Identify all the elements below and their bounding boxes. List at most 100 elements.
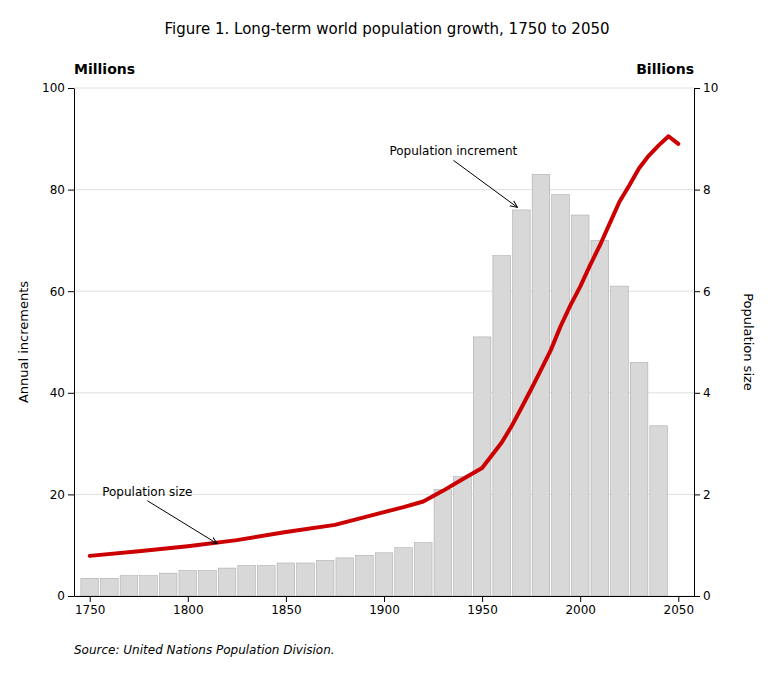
tick-label: 1750 <box>75 603 106 617</box>
tick-label: 80 <box>50 183 65 197</box>
bar <box>552 195 570 596</box>
plot-area: 1750180018501900195020002050020406080100… <box>42 81 718 616</box>
tick-mark <box>694 393 700 394</box>
bar <box>630 362 648 596</box>
bar <box>434 489 452 596</box>
tick: 8 <box>694 183 711 197</box>
tick-mark <box>482 596 483 602</box>
tick-label: 40 <box>50 386 65 400</box>
source: Source: United Nations Population Divisi… <box>74 643 335 657</box>
tick: 80 <box>50 183 74 197</box>
x-axis: 1750 1800 1850 1900 1950 2000 2050 <box>75 596 695 617</box>
bar <box>513 210 531 596</box>
bar <box>454 477 472 596</box>
title: Figure 1. Long-term world population gro… <box>164 20 609 38</box>
tick: 10 <box>694 81 718 95</box>
bar <box>493 256 511 596</box>
axis-line <box>74 89 75 597</box>
bar <box>199 571 217 596</box>
bar <box>140 576 158 596</box>
y-axis: 0 20 40 60 80 100 <box>42 81 74 603</box>
tick-mark <box>694 494 700 495</box>
tick: 60 <box>50 285 74 299</box>
tick: 1800 <box>173 596 204 617</box>
tick: 1900 <box>369 596 400 617</box>
tick: 0 <box>694 589 711 603</box>
tick-mark <box>68 88 74 89</box>
bar <box>414 543 432 596</box>
bar <box>356 555 374 596</box>
tick-mark <box>580 596 581 602</box>
bar <box>81 578 99 596</box>
tick-mark <box>694 291 700 292</box>
tick-label: 1950 <box>467 603 498 617</box>
tick: 2000 <box>565 596 596 617</box>
tick: 40 <box>50 386 74 400</box>
tick: 1950 <box>467 596 498 617</box>
bar <box>179 571 197 596</box>
tick: 2050 <box>664 596 695 617</box>
tick: 20 <box>50 488 74 502</box>
tick-mark <box>286 596 287 602</box>
tick-label: 2000 <box>565 603 596 617</box>
tick-mark <box>188 596 189 602</box>
marks <box>81 136 678 596</box>
tick: 0 <box>57 589 74 603</box>
tick-label: 1800 <box>173 603 204 617</box>
tick: 1850 <box>271 596 302 617</box>
tick: 1750 <box>75 596 106 617</box>
chart: 1750180018501900195020002050020406080100… <box>0 0 774 676</box>
tick-mark <box>694 190 700 191</box>
tick-mark <box>68 291 74 292</box>
tick-mark <box>694 88 700 89</box>
line <box>90 136 679 556</box>
tick-label: 100 <box>42 81 65 95</box>
bar <box>297 563 315 596</box>
grid <box>74 88 694 596</box>
tick-label: 2050 <box>664 603 695 617</box>
tick-label: 0 <box>703 589 711 603</box>
y2-axis: 0 2 4 6 8 10 <box>694 81 718 603</box>
tick-mark <box>68 596 74 597</box>
tick-label: 0 <box>57 589 65 603</box>
tick-label: 8 <box>703 183 711 197</box>
grid-line <box>74 88 694 89</box>
tick-label: 20 <box>50 488 65 502</box>
tick-label: 1850 <box>271 603 302 617</box>
annotation-arrow <box>147 501 217 544</box>
tick-mark <box>68 494 74 495</box>
tick-label: 10 <box>703 81 718 95</box>
tick: 4 <box>694 386 711 400</box>
bar <box>120 576 138 596</box>
tick: 2 <box>694 488 711 502</box>
bar <box>336 558 354 596</box>
tick-label: 6 <box>703 285 711 299</box>
bar <box>277 563 295 596</box>
tick-mark <box>678 596 679 602</box>
tick-mark <box>68 190 74 191</box>
bar <box>100 578 118 596</box>
bar <box>591 240 609 596</box>
tick-label: 2 <box>703 488 711 502</box>
grid-line <box>74 189 694 190</box>
bar <box>238 566 256 596</box>
annotation-arrow <box>453 160 517 207</box>
tick-label: 4 <box>703 386 711 400</box>
bar <box>218 568 236 596</box>
tick: 100 <box>42 81 74 95</box>
y2-unit: Billions <box>636 61 694 77</box>
annotation: Population increment <box>389 144 517 158</box>
y-axis-title: Annual increments <box>16 281 31 403</box>
tick: 6 <box>694 285 711 299</box>
bar <box>611 286 629 596</box>
bar <box>316 560 334 596</box>
bar <box>159 573 177 596</box>
y-unit: Millions <box>74 61 135 77</box>
annotations: Population increment Population size <box>102 144 517 543</box>
bar <box>375 553 393 596</box>
tick-mark <box>694 596 700 597</box>
annotation: Population size <box>102 485 192 499</box>
bar <box>257 566 275 596</box>
tick-mark <box>90 596 91 602</box>
bar <box>650 426 668 596</box>
